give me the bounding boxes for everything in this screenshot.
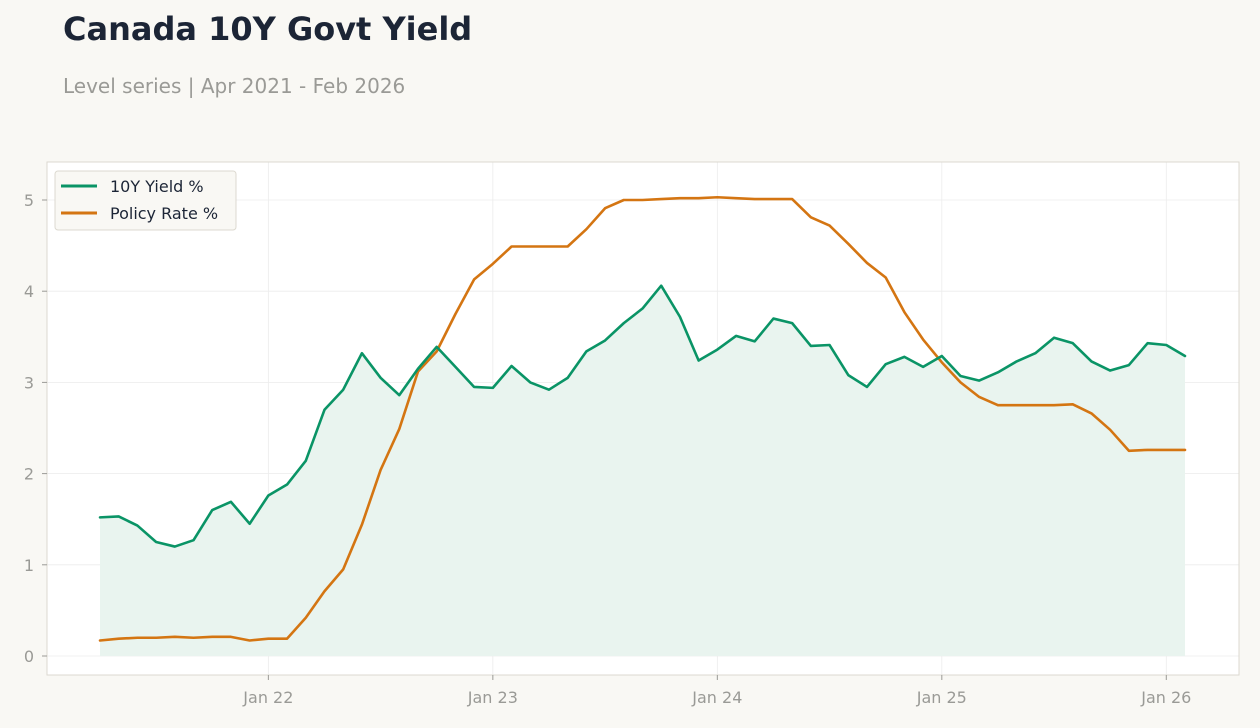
legend-label: 10Y Yield % [110,177,204,196]
x-axis: Jan 22 Jan 23 Jan 24 Jan 25 Jan 26 [242,675,1191,707]
y-tick-label: 0 [24,647,34,666]
series-line-policy-rate [98,195,1187,642]
series-lines [98,195,1187,642]
y-axis: 0 1 2 3 4 5 [24,191,47,666]
y-tick-label: 3 [24,373,34,392]
yield-area-fill [100,285,1185,656]
series-line-yield [98,284,1187,548]
x-tick-label: Jan 25 [916,688,967,707]
y-tick-label: 2 [24,465,34,484]
x-tick-label: Jan 23 [467,688,518,707]
chart-subtitle: Level series | Apr 2021 - Feb 2026 [63,74,406,98]
legend-label: Policy Rate % [110,204,218,223]
legend-box [54,170,237,231]
x-tick-label: Jan 24 [691,688,742,707]
y-tick-label: 4 [24,282,34,301]
x-tick-label: Jan 22 [242,688,293,707]
chart-title: Canada 10Y Govt Yield [63,10,473,48]
y-tick-label: 1 [24,556,34,575]
x-tick-label: Jan 26 [1140,688,1191,707]
yield-area-fill-layer [100,285,1185,656]
y-tick-label: 5 [24,191,34,210]
legend: 10Y Yield % Policy Rate % [54,170,237,231]
plot-frame [46,161,1240,676]
